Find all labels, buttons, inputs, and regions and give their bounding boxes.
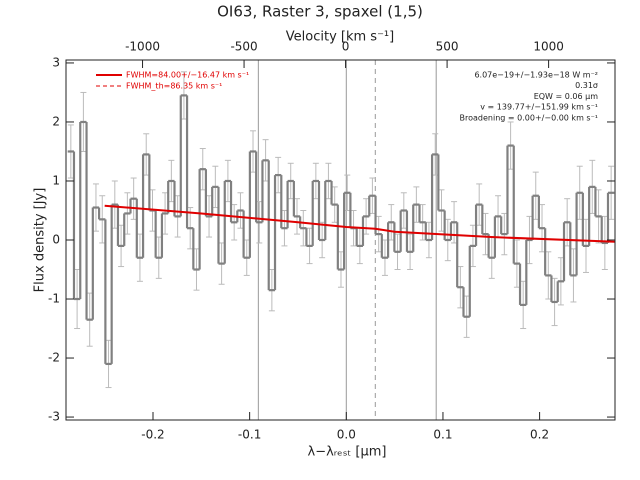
x2-tick-label: -500: [230, 40, 257, 54]
x-axis-label: λ−λᵣₑₛₜ [μm]: [308, 445, 387, 460]
y-tick-label: -2: [48, 351, 60, 365]
annotation: EQW = 0.06 μm: [534, 92, 598, 101]
annotation: Broadening = 0.00+/−0.00 km s⁻¹: [460, 113, 598, 122]
y-tick-label: 3: [52, 55, 60, 69]
x-tick-label: 0.0: [337, 428, 356, 442]
x2-tick-label: -1000: [125, 40, 160, 54]
legend-label: FWHM_th=86.35 km s⁻¹: [126, 82, 222, 91]
x-tick-label: 0.2: [530, 428, 549, 442]
annotation: 0.31σ: [575, 81, 598, 90]
y-tick-label: 1: [52, 173, 60, 187]
y-axis-label: Flux density [Jy]: [33, 188, 48, 293]
y-tick-label: 0: [52, 233, 60, 247]
annotation: v = 139.77+/−151.99 km s⁻¹: [480, 103, 598, 112]
y-tick-label: 2: [52, 114, 60, 128]
x2-tick-label: 1000: [533, 40, 564, 54]
x-tick-label: -0.2: [141, 428, 164, 442]
x-tick-label: -0.1: [238, 428, 261, 442]
fit-line: [104, 204, 616, 243]
x-tick-label: 0.1: [433, 428, 452, 442]
y-tick-label: -1: [48, 292, 60, 306]
legend-label: FWHM=84.00+/−16.47 km s⁻¹: [126, 71, 249, 80]
y-tick-label: -3: [48, 410, 60, 424]
x2-axis-label: Velocity [km s⁻¹]: [286, 30, 394, 45]
chart-title: OI63, Raster 3, spaxel (1,5): [217, 3, 423, 21]
annotation: 6.07e−19+/−1.93e−18 W m⁻²: [474, 71, 598, 80]
x2-tick-label: 500: [436, 40, 459, 54]
x2-tick-label: 0: [342, 40, 350, 54]
